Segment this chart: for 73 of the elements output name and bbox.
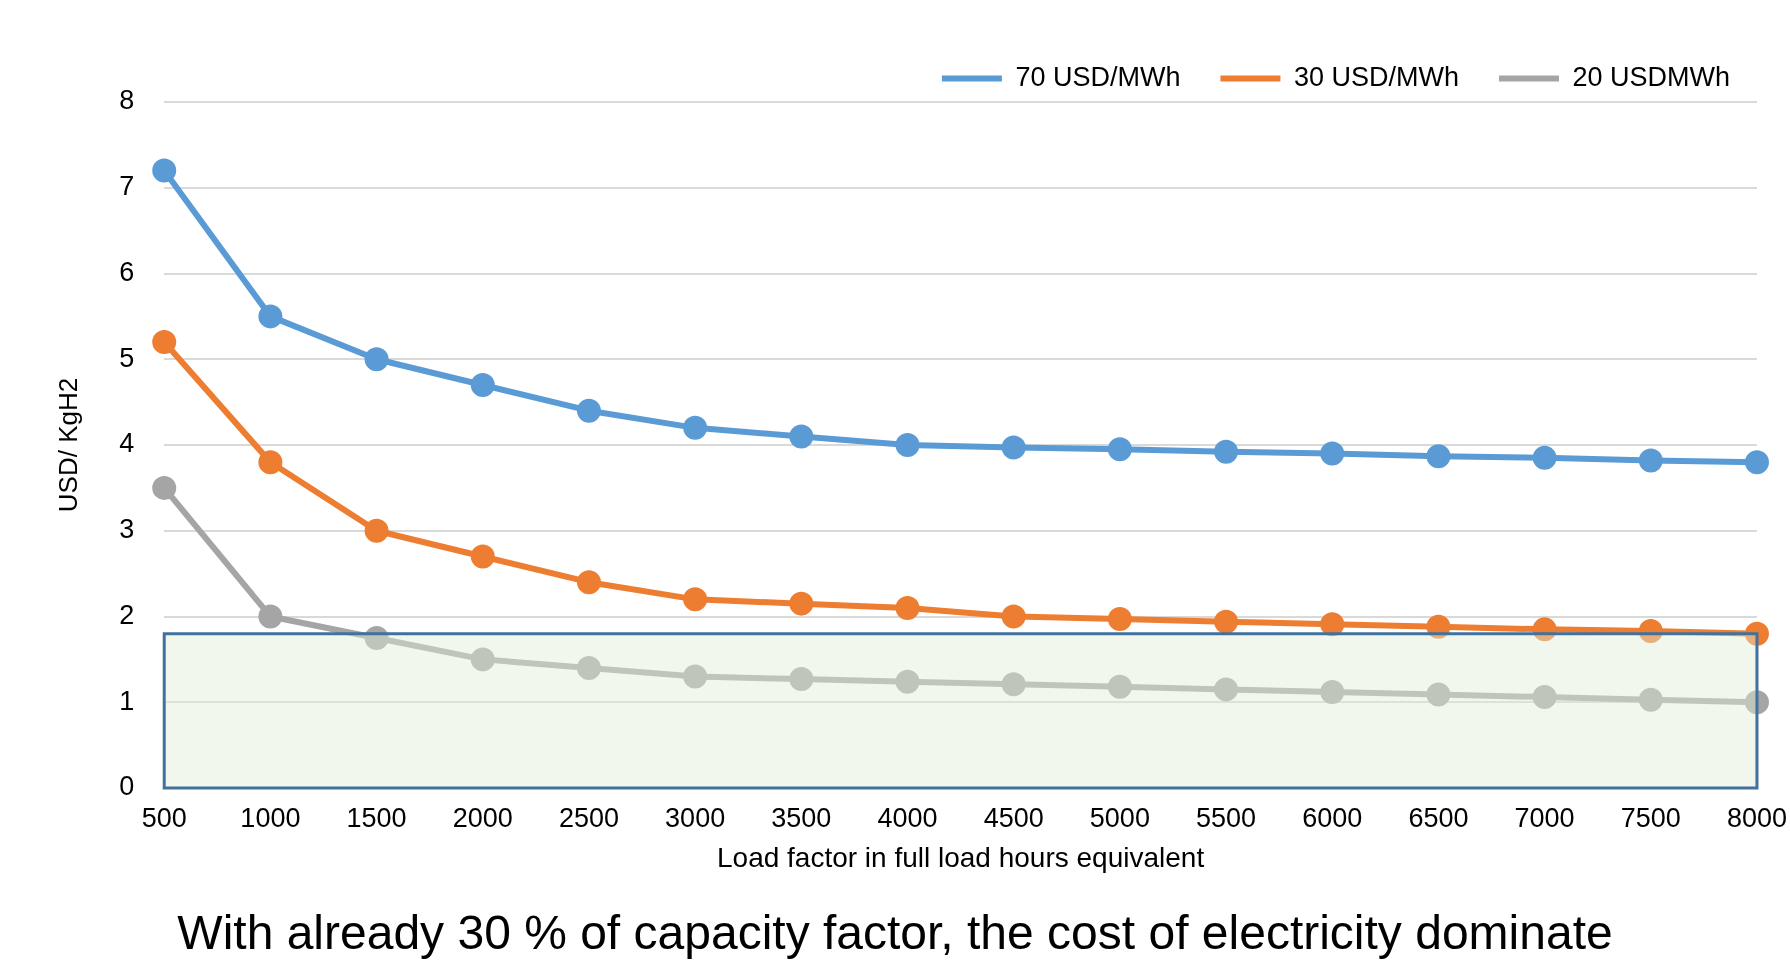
text: With already 30 % of capacity factor, the cost of electricity dominate xyxy=(176,905,1614,960)
y-tick-label: 8 xyxy=(119,85,135,116)
point xyxy=(152,158,177,183)
point xyxy=(576,655,601,680)
legend-label: 30 USD/MWh xyxy=(1293,61,1459,92)
point xyxy=(258,450,283,475)
x-axis-title: Load factor in full load hours equivalent xyxy=(716,841,1205,873)
x-tick-label: 6500 xyxy=(1408,802,1469,833)
y-tick-label: 2 xyxy=(119,599,135,630)
y-tick-label: 5 xyxy=(119,342,135,373)
point xyxy=(1744,450,1769,475)
point xyxy=(683,664,708,689)
point xyxy=(1320,679,1345,704)
x-tick-label: 8000 xyxy=(1726,802,1788,833)
point xyxy=(895,669,920,694)
point xyxy=(1214,677,1239,702)
point xyxy=(152,475,177,500)
point xyxy=(470,647,495,672)
x-tick-label: 5000 xyxy=(1089,802,1150,833)
point xyxy=(1532,685,1557,710)
y-tick-label: 6 xyxy=(119,256,135,287)
point xyxy=(1107,674,1132,699)
point xyxy=(576,570,601,595)
legend-label: 20 USDMWh xyxy=(1572,61,1730,92)
x-tick-label: 3000 xyxy=(665,802,726,833)
point xyxy=(1426,682,1451,707)
x-tick-label: 4500 xyxy=(983,802,1044,833)
y-tick-label: 3 xyxy=(119,514,135,545)
y-tick-label: 1 xyxy=(119,685,135,716)
x-tick-label: 2000 xyxy=(452,802,513,833)
point xyxy=(576,398,601,423)
point xyxy=(1638,448,1663,473)
point xyxy=(1214,609,1239,634)
x-tick-label: 2500 xyxy=(558,802,619,833)
x-tick-label: 1500 xyxy=(346,802,407,833)
y-axis-title: USD/ KgH2 xyxy=(52,377,83,513)
point xyxy=(258,304,283,329)
point xyxy=(1001,435,1026,460)
point xyxy=(789,591,814,616)
point xyxy=(683,587,708,612)
point xyxy=(364,347,389,372)
point xyxy=(1001,672,1026,697)
y-tick-label: 0 xyxy=(119,771,135,802)
point xyxy=(364,518,389,543)
x-tick-label: 7500 xyxy=(1620,802,1681,833)
point xyxy=(470,372,495,397)
point xyxy=(1001,604,1026,629)
point xyxy=(1107,437,1132,462)
point xyxy=(1638,687,1663,712)
x-tick-label: 3500 xyxy=(771,802,832,833)
point xyxy=(895,433,920,457)
y-tick-label: 4 xyxy=(119,428,135,459)
point xyxy=(683,415,708,440)
x-tick-label: 5500 xyxy=(1196,802,1257,833)
x-tick-label: 4000 xyxy=(877,802,938,833)
point xyxy=(258,604,283,629)
point xyxy=(1214,439,1239,464)
x-tick-label: 1000 xyxy=(240,802,301,833)
x-tick-label: 7000 xyxy=(1514,802,1575,833)
legend-label: 70 USD/MWh xyxy=(1015,61,1181,92)
point xyxy=(895,595,920,620)
point xyxy=(152,330,177,355)
point xyxy=(470,544,495,569)
x-tick-label: 6000 xyxy=(1302,802,1363,833)
x-tick-label: 500 xyxy=(141,802,187,833)
point xyxy=(789,667,814,692)
point xyxy=(1426,444,1451,469)
point xyxy=(1532,445,1557,470)
point xyxy=(1107,607,1132,632)
point xyxy=(789,424,814,449)
point xyxy=(1320,441,1345,466)
y-tick-label: 7 xyxy=(119,171,135,202)
point xyxy=(1320,612,1345,637)
